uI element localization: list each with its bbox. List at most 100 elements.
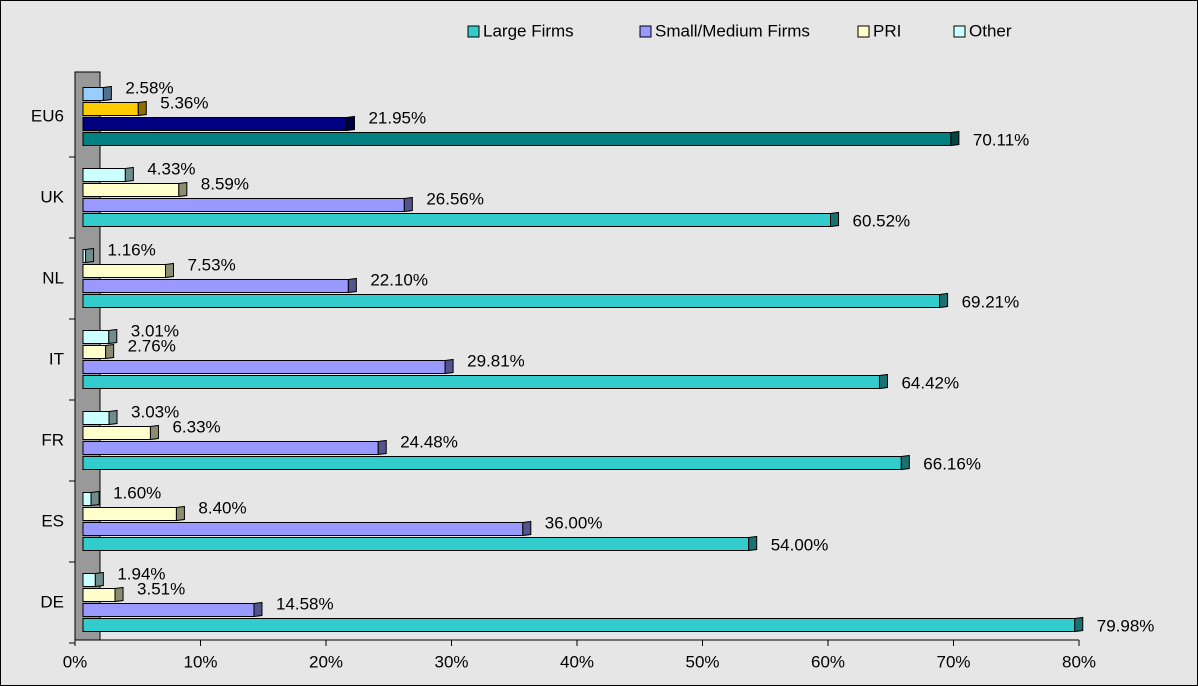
data-label: 36.00% (545, 513, 603, 532)
bar-cap (522, 520, 532, 537)
bar-cap (345, 115, 355, 132)
bar (82, 264, 167, 278)
bar-cap (900, 454, 910, 471)
bar (82, 618, 1076, 632)
bar (82, 330, 110, 344)
bar-cap (377, 439, 387, 456)
x-tick-label: 40% (560, 652, 594, 671)
bar (82, 375, 880, 389)
data-label: 26.56% (426, 189, 484, 208)
data-label: 64.42% (901, 373, 959, 392)
bar (82, 507, 177, 521)
data-label: 3.01% (131, 321, 179, 340)
bar-cap (108, 328, 118, 345)
legend-swatch (467, 25, 480, 38)
data-label: 8.59% (201, 174, 249, 193)
bar-cap (165, 262, 175, 279)
bar-cap (85, 247, 95, 264)
bar (82, 279, 349, 293)
data-label: 54.00% (771, 535, 829, 554)
data-label: 69.21% (962, 292, 1020, 311)
x-tick-label: 10% (183, 652, 217, 671)
bar (82, 426, 151, 440)
legend-label: Large Firms (483, 21, 574, 40)
y-tick-label: UK (40, 187, 64, 206)
bar-cap (102, 85, 112, 102)
bar-cap (253, 601, 263, 618)
bar-cap (748, 535, 758, 552)
bar (82, 87, 104, 101)
data-label: 7.53% (188, 255, 236, 274)
data-label: 2.58% (125, 78, 173, 97)
bar (82, 183, 180, 197)
x-tick-label: 30% (434, 652, 468, 671)
bar (82, 294, 941, 308)
data-label: 60.52% (853, 211, 911, 230)
bar-cap (403, 196, 413, 213)
data-label: 14.58% (276, 594, 334, 613)
bar-cap (149, 424, 159, 441)
y-tick-label: ES (41, 511, 64, 530)
bar-cap (94, 571, 104, 588)
data-label: 4.33% (147, 159, 195, 178)
data-label: 1.16% (108, 240, 156, 259)
x-tick-label: 50% (685, 652, 719, 671)
bar-cap (90, 490, 100, 507)
y-tick-label: DE (40, 592, 64, 611)
bar-cap (178, 181, 188, 198)
x-tick-label: 70% (936, 652, 970, 671)
data-label: 22.10% (370, 270, 428, 289)
x-tick-label: 0% (63, 652, 88, 671)
legend-swatch (639, 25, 652, 38)
bar-cap (444, 358, 454, 375)
bar (82, 588, 116, 602)
legend-swatch (857, 25, 870, 38)
y-tick-label: FR (41, 430, 64, 449)
bar (82, 198, 405, 212)
legend-label: Small/Medium Firms (655, 21, 810, 40)
data-label: 1.94% (117, 564, 165, 583)
data-label: 8.40% (198, 498, 246, 517)
x-tick-label: 20% (309, 652, 343, 671)
bar (82, 168, 126, 182)
bar (82, 456, 902, 470)
bar (82, 411, 110, 425)
data-label: 1.60% (113, 483, 161, 502)
x-tick-label: 60% (811, 652, 845, 671)
bar-cap (830, 211, 840, 228)
data-label: 29.81% (467, 351, 525, 370)
bar-cap (175, 505, 185, 522)
bar (82, 102, 139, 116)
data-label: 21.95% (368, 108, 426, 127)
legend-label: PRI (873, 21, 901, 40)
y-tick-label: IT (49, 349, 64, 368)
bar-cap (114, 586, 124, 603)
data-label: 79.98% (1097, 616, 1155, 635)
bar (82, 213, 832, 227)
data-label: 70.11% (973, 130, 1029, 149)
legend-label: Other (969, 21, 1012, 40)
bar (82, 522, 524, 536)
bar-cap (950, 130, 960, 147)
x-tick-label: 80% (1062, 652, 1096, 671)
bar-cap (137, 100, 147, 117)
y-tick-label: EU6 (31, 106, 64, 125)
data-label: 3.03% (131, 402, 179, 421)
bar-cap (108, 409, 118, 426)
bar (82, 492, 92, 506)
bar-cap (1074, 616, 1084, 633)
bar (82, 603, 255, 617)
data-label: 5.36% (160, 93, 208, 112)
bar (82, 573, 96, 587)
bar (82, 441, 379, 455)
bar-cap (878, 373, 888, 390)
bar-cap (105, 343, 115, 360)
bar (82, 537, 750, 551)
data-label: 24.48% (400, 432, 458, 451)
y-tick-label: NL (42, 268, 64, 287)
data-label: 6.33% (172, 417, 220, 436)
bar (82, 345, 107, 359)
data-label: 66.16% (923, 454, 981, 473)
